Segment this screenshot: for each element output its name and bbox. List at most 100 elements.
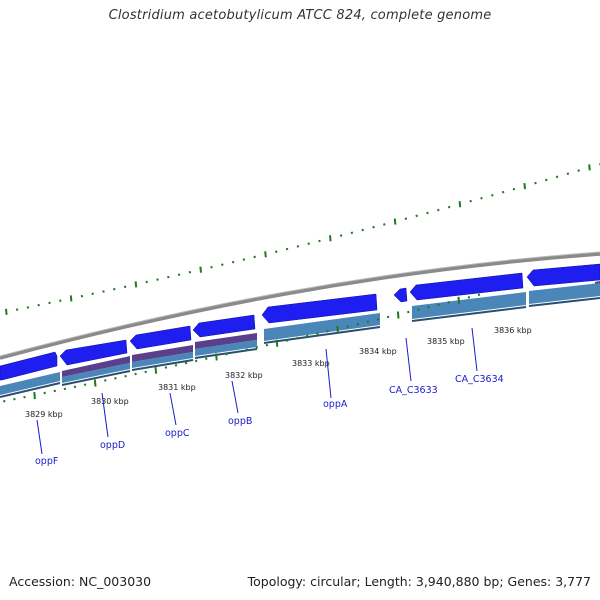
inner-tick-ring <box>3 293 481 403</box>
outer-tick <box>523 183 526 190</box>
gene-leader-line <box>101 392 109 438</box>
outer-tick <box>91 292 94 296</box>
outer-tick <box>285 247 289 251</box>
inner-tick <box>417 308 420 311</box>
kbp-label: 3836 kbp <box>494 326 532 335</box>
inner-tick <box>93 379 97 387</box>
outer-tick <box>102 290 105 293</box>
gene-label[interactable]: oppB <box>228 416 252 427</box>
outer-tick <box>307 242 310 245</box>
inner-tick <box>134 372 137 376</box>
inner-tick <box>114 377 117 380</box>
outer-tick <box>350 231 354 235</box>
inner-tick <box>83 383 87 386</box>
inner-tick <box>174 364 178 367</box>
outer-tick <box>469 199 472 203</box>
inner-tick <box>356 322 360 326</box>
outer-tick <box>231 260 235 264</box>
inner-tick <box>3 399 6 403</box>
inner-tick <box>427 305 430 309</box>
gene-oppA-arrow[interactable] <box>261 293 378 324</box>
gene-label[interactable]: oppF <box>35 456 58 467</box>
outer-tick <box>15 308 19 311</box>
kbp-label: 3832 kbp <box>225 371 263 380</box>
outer-tick <box>145 280 148 284</box>
gene-oppB-arrow[interactable] <box>192 314 256 338</box>
outer-tick <box>555 175 559 179</box>
gene-labels: oppF oppD oppC oppB oppA CA_C3633 CA_C3634 <box>35 327 504 467</box>
gene-oppF-arrow[interactable] <box>0 351 58 381</box>
outer-tick <box>447 205 451 209</box>
inner-tick <box>205 357 208 360</box>
inner-tick <box>184 361 188 365</box>
gene-label[interactable]: oppC <box>165 428 190 439</box>
outer-tick <box>210 265 213 269</box>
outer-tick <box>566 172 570 175</box>
inner-tick <box>386 315 390 319</box>
outer-tick <box>80 294 84 298</box>
outer-tick <box>318 239 321 243</box>
inner-tick <box>366 320 370 324</box>
gene-oppC-arrow[interactable] <box>129 325 192 350</box>
outer-tick <box>296 245 300 248</box>
kbp-label: 3833 kbp <box>292 359 330 368</box>
outer-tick <box>156 278 159 281</box>
kbp-label: 3830 kbp <box>91 397 129 406</box>
gene-small-arrow[interactable] <box>393 287 408 303</box>
gene-leader-line <box>36 419 43 455</box>
inner-tick <box>295 336 299 340</box>
inner-tick <box>63 387 67 391</box>
outer-tick <box>501 190 505 194</box>
inner-tick <box>407 310 410 314</box>
inner-tick <box>104 379 107 382</box>
genome-summary-text: Topology: circular; Length: 3,940,880 bp… <box>247 574 591 589</box>
gene-leader-line <box>231 380 239 414</box>
inner-tick <box>53 389 57 393</box>
inner-tick <box>144 370 147 374</box>
inner-tick <box>326 329 329 333</box>
outer-tick <box>59 299 62 302</box>
outer-tick <box>361 228 364 232</box>
outer-tick <box>199 266 202 273</box>
outer-tick <box>188 270 192 274</box>
gene-CA_C3633-arrow[interactable] <box>409 272 524 301</box>
gene-leader-line <box>405 337 412 382</box>
inner-tick <box>154 366 158 374</box>
inner-tick <box>43 391 46 395</box>
gene-label[interactable]: CA_C3633 <box>389 385 438 396</box>
outer-tick <box>242 258 246 261</box>
outer-tick <box>426 211 429 215</box>
outer-tick <box>253 255 256 259</box>
outer-tick <box>177 273 181 276</box>
inner-tick <box>467 296 471 299</box>
inner-tick <box>255 346 259 349</box>
accession-text: Accession: NC_003030 <box>9 574 152 589</box>
inner-tick <box>73 385 77 389</box>
gene-CA_C3634-arrow[interactable] <box>526 263 600 287</box>
inner-tick <box>437 303 440 307</box>
outer-tick <box>458 201 462 208</box>
outer-tick <box>577 169 580 172</box>
gene-oppD-arrow[interactable] <box>59 339 128 366</box>
outer-tick <box>69 295 73 302</box>
outer-tick <box>545 178 548 182</box>
outer-tick <box>221 263 224 266</box>
inner-tick <box>225 352 228 356</box>
gene-track <box>0 263 600 381</box>
inner-tick <box>245 348 248 351</box>
outer-tick <box>415 214 418 218</box>
outer-tick <box>113 287 116 291</box>
gene-label[interactable]: oppA <box>323 399 348 410</box>
outer-tick <box>37 303 40 307</box>
gene-label[interactable]: CA_C3634 <box>455 374 504 385</box>
inner-tick <box>447 300 450 304</box>
outer-tick <box>372 225 375 229</box>
outer-tick <box>329 235 332 242</box>
gene-label[interactable]: oppD <box>100 440 125 451</box>
map-title: Clostridium acetobutylicum ATCC 824, com… <box>108 8 492 23</box>
inner-tick <box>346 325 349 328</box>
inner-tick <box>306 334 309 338</box>
outer-tick <box>264 251 267 258</box>
inner-tick <box>477 293 481 297</box>
